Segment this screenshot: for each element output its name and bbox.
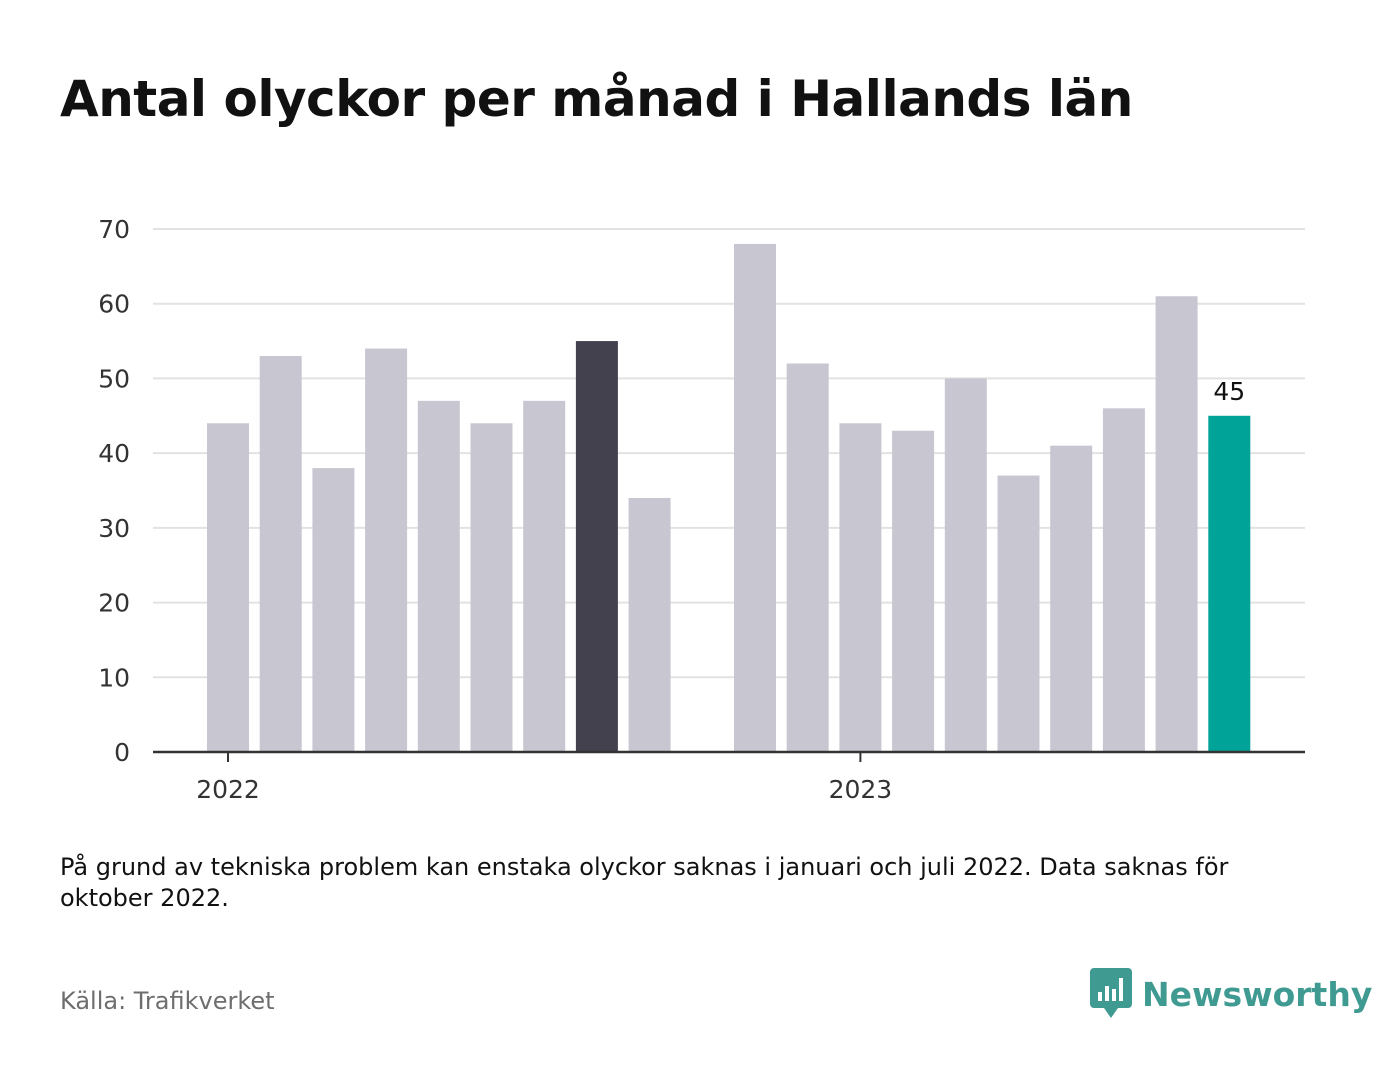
bar bbox=[1208, 415, 1251, 752]
bar bbox=[575, 341, 618, 752]
x-tick-label: 2023 bbox=[829, 775, 893, 804]
y-tick-label: 50 bbox=[98, 364, 130, 393]
newsworthy-logo-icon bbox=[1090, 968, 1132, 1018]
bar bbox=[523, 400, 566, 752]
bar bbox=[628, 497, 671, 752]
bar bbox=[997, 475, 1040, 752]
bar bbox=[944, 378, 987, 752]
bar bbox=[470, 423, 513, 752]
y-axis-tick-labels: 0 10 20 30 40 50 60 70 bbox=[98, 215, 130, 767]
bar bbox=[734, 243, 776, 752]
bar bbox=[786, 363, 829, 752]
y-tick-label: 70 bbox=[98, 215, 130, 244]
y-tick-label: 60 bbox=[98, 290, 130, 319]
bar bbox=[1155, 296, 1198, 752]
brand-logo: Newsworthy bbox=[1090, 968, 1372, 1020]
bar bbox=[312, 468, 355, 752]
y-tick-label: 10 bbox=[98, 663, 130, 692]
bar bbox=[417, 400, 460, 752]
x-tick-label: 2022 bbox=[196, 775, 260, 804]
y-tick-label: 0 bbox=[114, 738, 130, 767]
y-tick-label: 30 bbox=[98, 514, 130, 543]
bar bbox=[1050, 445, 1093, 752]
source-credit: Källa: Trafikverket bbox=[60, 987, 275, 1015]
chart-title: Antal olyckor per månad i Hallands län bbox=[60, 70, 1133, 128]
data-label: 45 bbox=[1213, 377, 1245, 406]
bar bbox=[207, 423, 249, 752]
footnote: På grund av tekniska problem kan enstaka… bbox=[60, 853, 1229, 912]
bar bbox=[365, 348, 408, 752]
bar bbox=[259, 356, 302, 752]
bar bbox=[839, 423, 882, 752]
x-axis-tick-labels: 2022 2023 bbox=[196, 775, 892, 804]
brand-name: Newsworthy bbox=[1142, 974, 1373, 1014]
y-tick-label: 20 bbox=[98, 589, 130, 618]
x-axis bbox=[153, 750, 1305, 762]
bar bbox=[892, 430, 935, 752]
bar-chart: 0 10 20 30 40 50 60 70 45 2022 2023 bbox=[98, 215, 1305, 804]
bar bbox=[1102, 408, 1145, 752]
y-tick-label: 40 bbox=[98, 439, 130, 468]
data-labels: 45 bbox=[1213, 377, 1245, 406]
bars bbox=[207, 243, 1251, 752]
